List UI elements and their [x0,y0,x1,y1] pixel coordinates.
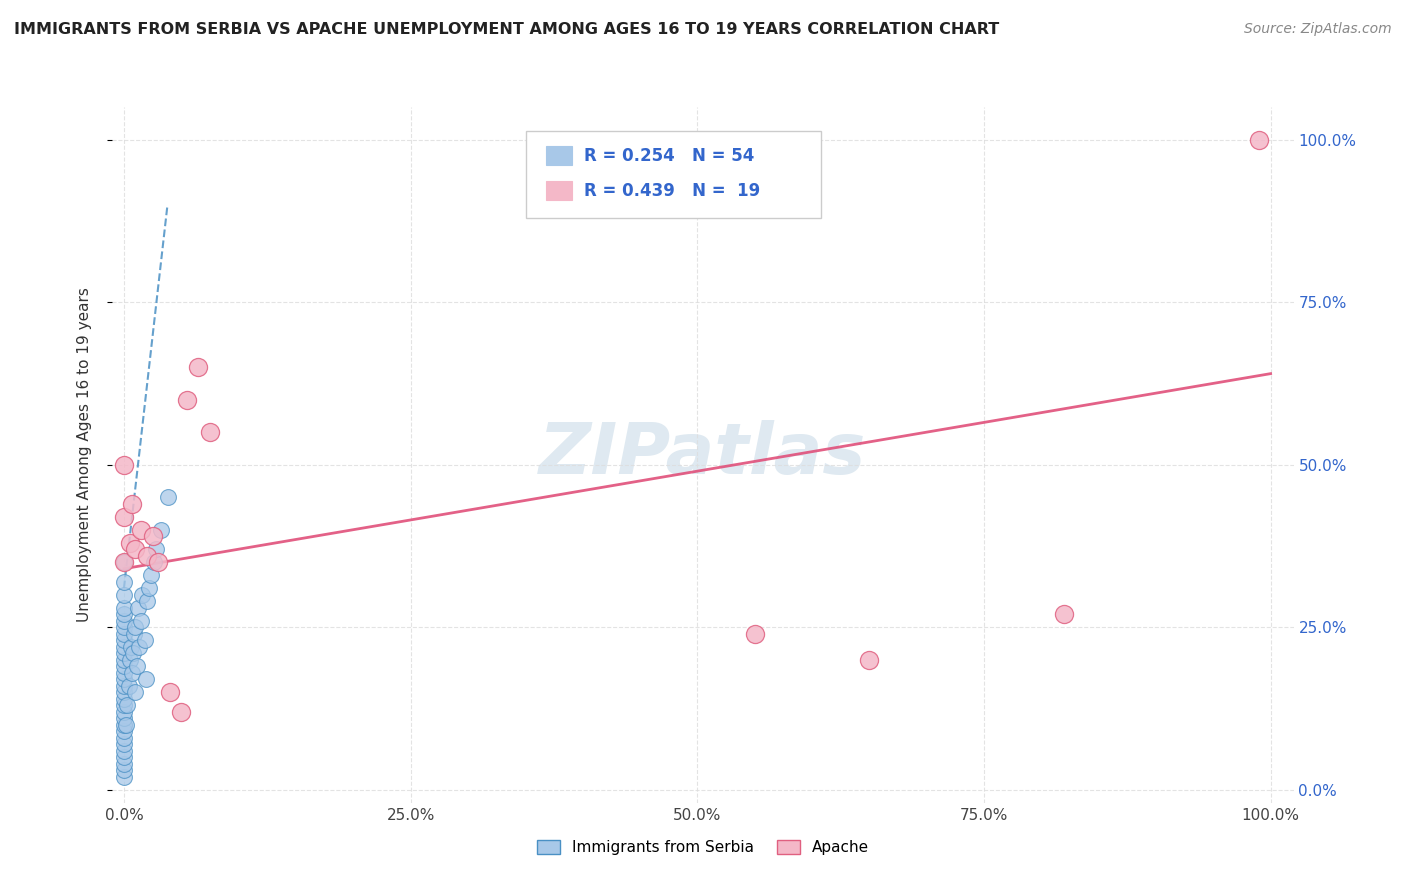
Point [120,640,142,654]
Point [124,620,146,634]
Point [187,360,209,375]
Point [112,679,135,693]
Point [135,549,157,563]
Point [112,770,135,784]
Point [112,614,135,628]
Point [112,724,135,739]
FancyBboxPatch shape [526,131,821,219]
Point [112,633,135,648]
Point [112,718,135,732]
Point [118,535,141,549]
Point [112,620,135,634]
Point [1053,607,1076,622]
Point [112,698,135,713]
Point [121,665,143,680]
Point [112,750,135,764]
Y-axis label: Unemployment Among Ages 16 to 19 years: Unemployment Among Ages 16 to 19 years [77,287,91,623]
Point [129,614,152,628]
Point [170,705,193,719]
Point [112,555,135,569]
Point [198,425,221,439]
Point [112,737,135,751]
Point [112,665,135,680]
Point [744,626,766,640]
Point [112,705,135,719]
Point [118,653,141,667]
Point [156,490,179,504]
Point [112,744,135,758]
Point [142,555,165,569]
Text: Source: ZipAtlas.com: Source: ZipAtlas.com [1244,22,1392,37]
Point [129,523,152,537]
Point [112,764,135,778]
Point [112,458,135,472]
Point [112,711,135,725]
Bar [546,146,572,166]
Point [112,574,135,589]
Point [858,653,880,667]
Point [135,672,157,686]
Point [1249,132,1271,146]
Point [125,659,148,673]
Text: IMMIGRANTS FROM SERBIA VS APACHE UNEMPLOYMENT AMONG AGES 16 TO 19 YEARS CORRELAT: IMMIGRANTS FROM SERBIA VS APACHE UNEMPLO… [14,22,1000,37]
Point [134,633,156,648]
Point [159,685,181,699]
Point [124,685,146,699]
Point [135,594,157,608]
Point [176,392,198,407]
Point [138,581,160,595]
Text: ZIPatlas: ZIPatlas [540,420,866,490]
Point [112,646,135,660]
Point [141,568,163,582]
Point [131,588,153,602]
Point [112,600,135,615]
Point [112,509,135,524]
Point [112,756,135,771]
Legend: Immigrants from Serbia, Apache: Immigrants from Serbia, Apache [530,833,876,862]
Point [112,731,135,745]
Point [127,600,149,615]
Point [112,691,135,706]
Point [149,523,172,537]
Point [122,646,145,660]
Point [112,653,135,667]
Point [142,529,165,543]
Point [128,640,150,654]
Bar [546,181,572,201]
Point [112,626,135,640]
Point [124,542,146,557]
Text: R = 0.254   N = 54: R = 0.254 N = 54 [583,147,754,165]
Point [112,607,135,622]
Point [112,555,135,569]
Point [145,542,167,557]
Point [112,659,135,673]
Point [121,497,143,511]
Point [117,679,139,693]
Point [112,672,135,686]
Point [112,640,135,654]
Point [112,685,135,699]
Point [117,698,139,713]
Point [112,588,135,602]
Point [115,718,138,732]
Point [148,555,170,569]
Text: R = 0.439   N =  19: R = 0.439 N = 19 [583,182,761,200]
Point [122,626,145,640]
